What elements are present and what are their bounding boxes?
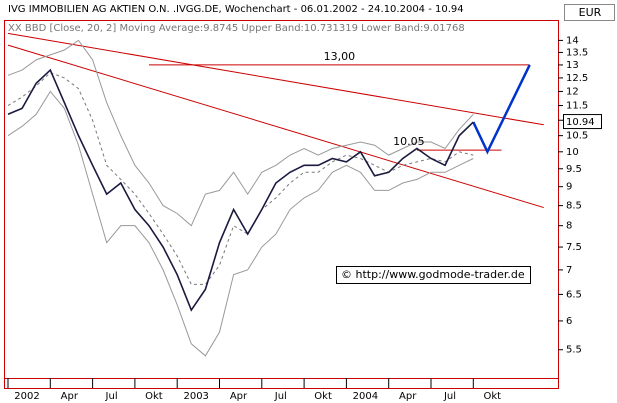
x-tick-label: Jul	[105, 391, 118, 402]
last-value-box	[563, 114, 602, 130]
level-label: 10.05	[393, 135, 425, 148]
chart-subtitle: XX BBD [Close, 20, 2] Moving Average:9.8…	[8, 23, 465, 34]
y-tick-label: 5.5	[566, 345, 582, 356]
level-label: 13,00	[324, 50, 356, 63]
x-tick-label: Jul	[443, 391, 456, 402]
y-tick-label: 10	[566, 147, 579, 158]
x-tick-label: 2004	[353, 391, 378, 402]
x-tick-label: Okt	[314, 391, 332, 402]
y-tick-label: 13.5	[566, 47, 588, 58]
y-tick-label: 12	[566, 86, 579, 97]
y-tick-label: 14	[566, 35, 579, 46]
y-tick-label: 6	[566, 316, 572, 327]
chart-title: IVG IMMOBILIEN AG AKTIEN O.N. .IVGG.DE, …	[8, 4, 464, 15]
x-tick-label: 2003	[183, 391, 208, 402]
y-tick-label: 11.5	[566, 101, 588, 112]
plot-area	[7, 32, 544, 357]
y-tick-label: 12.5	[566, 73, 588, 84]
y-tick-label: 8	[566, 221, 572, 232]
x-tick-label: Apr	[230, 391, 248, 402]
price-line	[7, 68, 474, 312]
time-axis-frame	[4, 378, 559, 389]
source: © http://www.godmode-trader.de	[341, 268, 525, 281]
price-line	[7, 90, 474, 357]
y-tick-label: 8.5	[566, 201, 582, 212]
x-tick-label: Okt	[145, 391, 163, 402]
x-tick-label: Jul	[274, 391, 287, 402]
source-box	[336, 266, 531, 284]
trendline	[7, 44, 544, 209]
trendline	[7, 32, 544, 126]
currency-box	[564, 4, 615, 21]
currency: EUR	[579, 6, 602, 19]
y-tick-label: 6.5	[566, 289, 582, 300]
y-tick-label: 10.5	[566, 131, 588, 142]
x-tick-label: Apr	[61, 391, 79, 402]
price-line	[7, 72, 474, 285]
last-value-label: 10.94	[566, 117, 595, 128]
price-line	[7, 39, 474, 227]
y-tick-label: 13	[566, 60, 579, 71]
x-tick-label: Apr	[399, 391, 417, 402]
trendline	[472, 64, 531, 155]
y-tick-label: 9	[566, 182, 572, 193]
y-tick-label: 7	[566, 265, 572, 276]
x-tick-label: Okt	[484, 391, 502, 402]
y-tick-label: 7.5	[566, 242, 582, 253]
y-tick-label: 9.5	[566, 164, 582, 175]
x-tick-label: 2002	[14, 391, 39, 402]
